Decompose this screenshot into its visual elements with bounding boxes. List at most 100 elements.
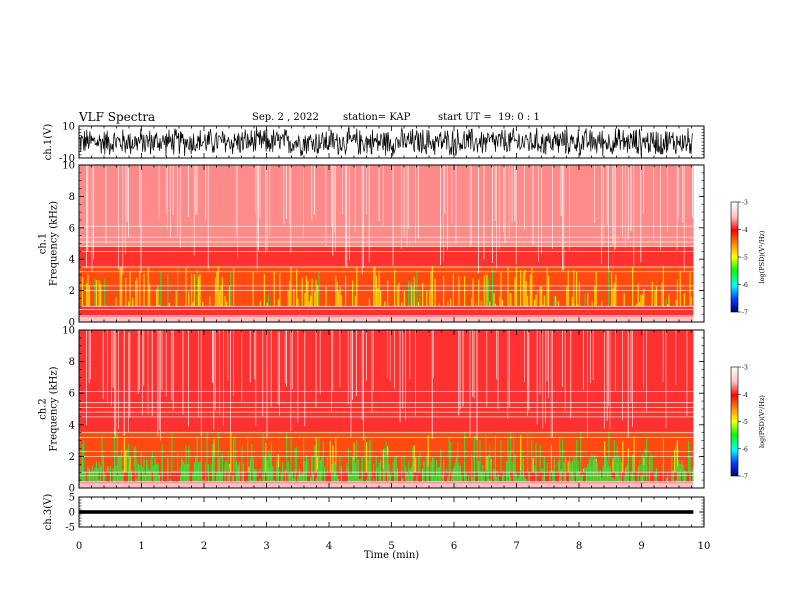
psd-streak [637, 283, 639, 307]
x-tick-label: 4 [326, 541, 332, 552]
psd-streak-white [570, 330, 572, 419]
psd-streak-green [312, 473, 314, 482]
psd-streak-white [356, 330, 357, 397]
psd-streak-green [465, 473, 467, 482]
psd-streak [380, 290, 382, 307]
psd-streak-white [594, 165, 595, 223]
psd-streak [233, 435, 235, 473]
psd-streak [448, 437, 450, 473]
psd-streak [216, 271, 218, 307]
psd-streak-white [303, 165, 304, 239]
psd-streak [98, 280, 100, 307]
psd-streak [133, 447, 135, 473]
psd-streak [199, 273, 201, 307]
psd-streak-white [265, 165, 266, 255]
psd-streak [591, 453, 593, 473]
psd-streak-green [91, 465, 93, 482]
x-tick-label: 8 [576, 541, 582, 552]
psd-streak [366, 442, 368, 473]
psd-streak-white [332, 330, 334, 392]
psd-streak [314, 445, 316, 473]
psd-streak-white [483, 165, 485, 260]
psd-streak [230, 272, 232, 307]
psd-streak-green [104, 473, 106, 482]
psd-streak [210, 464, 212, 473]
psd-streak-white [532, 165, 534, 245]
psd-streak-white [440, 165, 441, 266]
psd-streak-white [499, 165, 500, 250]
colorbar-tick-label: -6 [742, 446, 748, 453]
psd-streak-white [332, 165, 334, 256]
psd-streak-green [130, 470, 132, 482]
psd-streak-white [627, 330, 629, 438]
psd-streak [489, 444, 491, 473]
psd-streak-white [507, 330, 509, 419]
psd-streak-white [142, 330, 143, 415]
ch1-spectrogram-ylabel: ch.1 [38, 233, 49, 255]
psd-streak-green [368, 455, 370, 482]
psd-streak [101, 437, 103, 473]
psd-streak [140, 451, 142, 473]
psd-streak-white [469, 165, 471, 247]
psd-streak-white [143, 330, 145, 386]
psd-streak [129, 456, 131, 473]
psd-streak-white [539, 330, 541, 395]
psd-streak-white [112, 330, 114, 388]
psd-streak [576, 271, 578, 307]
psd-streak-green [581, 474, 583, 482]
psd-streak-green [136, 478, 138, 482]
psd-streak-white [311, 165, 313, 220]
psd-streak-green [615, 455, 617, 482]
psd-streak [531, 267, 533, 307]
psd-streak [335, 437, 337, 473]
psd-streak [265, 442, 267, 473]
psd-streak [520, 270, 522, 307]
psd-streak [353, 442, 355, 473]
psd-streak-green [394, 457, 396, 482]
y-tick-label: 8 [69, 192, 75, 203]
psd-streak-green [196, 466, 198, 482]
psd-streak-green [459, 465, 461, 482]
psd-streak-green [437, 467, 439, 482]
psd-streak [114, 433, 116, 473]
psd-streak [550, 445, 552, 473]
psd-streak [158, 305, 160, 307]
psd-streak-green [301, 472, 303, 482]
psd-streak-white [182, 330, 184, 415]
psd-streak-white [339, 330, 341, 388]
psd-streak-green [227, 474, 229, 482]
psd-streak-white [167, 165, 168, 231]
psd-streak [683, 293, 685, 307]
psd-streak-green [553, 458, 555, 482]
psd-streak-white [266, 165, 268, 252]
psd-streak-green [289, 473, 291, 482]
ch2-colorbar-label: log(PSD)(V²/Hz) [758, 395, 766, 448]
psd-streak-white [172, 165, 174, 215]
colorbar-tick-label: -7 [742, 310, 748, 317]
psd-streak-green [692, 468, 694, 482]
psd-streak [305, 276, 307, 307]
psd-streak-green [552, 470, 554, 482]
psd-streak [527, 295, 529, 307]
psd-streak-white [399, 330, 401, 423]
psd-streak-green [643, 464, 645, 482]
psd-streak-white [382, 165, 384, 226]
psd-streak [542, 468, 544, 473]
psd-streak [375, 456, 377, 473]
psd-streak [116, 433, 118, 473]
y-tick-label: -10 [59, 154, 75, 165]
psd-streak [370, 439, 372, 473]
psd-streak [514, 277, 516, 307]
psd-streak-green [121, 474, 123, 482]
psd-streak-green [291, 471, 293, 482]
psd-streak [408, 461, 410, 473]
psd-streak-white [643, 165, 644, 213]
psd-streak-white [363, 165, 364, 268]
psd-streak-white [86, 165, 87, 268]
psd-streak-green [461, 474, 463, 482]
psd-streak [496, 470, 498, 473]
psd-streak-white [378, 165, 380, 221]
psd-streak-white [368, 165, 370, 263]
psd-streak [633, 436, 635, 473]
psd-streak [639, 460, 641, 473]
